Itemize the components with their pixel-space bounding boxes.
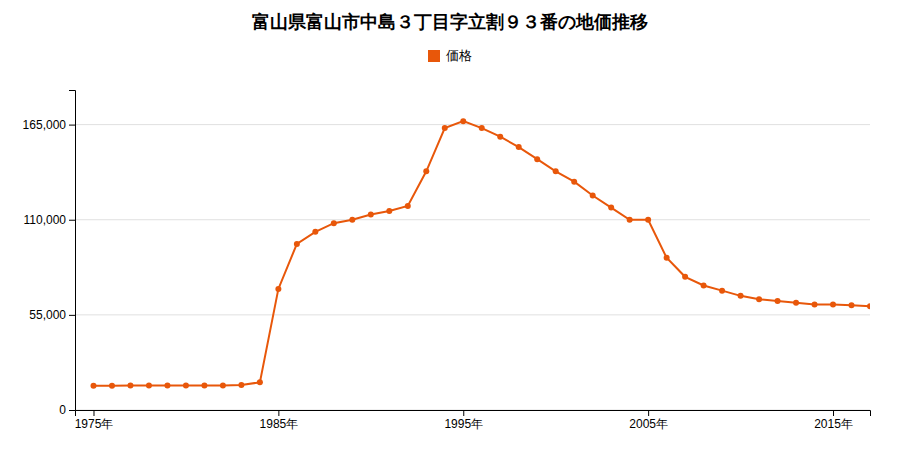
- marker: [127, 382, 133, 388]
- tick: 0: [59, 403, 75, 417]
- tick-label: 55,000: [29, 308, 66, 322]
- marker: [664, 255, 670, 261]
- marker: [349, 217, 355, 223]
- tick-label: 165,000: [23, 118, 67, 132]
- marker: [312, 229, 318, 235]
- axis-line: [69, 91, 76, 411]
- marker: [368, 212, 374, 218]
- tick-mark: [69, 125, 75, 126]
- marker: [756, 296, 762, 302]
- axis-line: [76, 411, 871, 417]
- tick: 1975年: [75, 410, 114, 431]
- data: [90, 118, 870, 389]
- marker: [164, 382, 170, 388]
- marker: [220, 382, 226, 388]
- marker: [849, 302, 855, 308]
- tick: 1985年: [260, 410, 299, 431]
- legend-item: 価格: [428, 48, 472, 63]
- marker: [257, 379, 263, 385]
- tick-mark: [69, 220, 75, 221]
- tick-label: 2005年: [629, 417, 668, 431]
- marker: [738, 293, 744, 299]
- marker: [516, 144, 522, 150]
- title: 富山県富山市中島３丁目字立割９３番の地価推移: [252, 11, 648, 32]
- tick-mark: [69, 315, 75, 316]
- marker: [442, 125, 448, 131]
- tick-mark: [648, 410, 649, 416]
- tick-mark: [463, 410, 464, 416]
- marker: [331, 220, 337, 226]
- tick: 55,000: [29, 308, 75, 322]
- marker: [294, 241, 300, 247]
- tick-label: 1975年: [75, 417, 114, 431]
- marker: [386, 208, 392, 214]
- tick-mark: [278, 410, 279, 416]
- tick: 1995年: [444, 410, 483, 431]
- tick-mark: [93, 410, 94, 416]
- marker: [460, 118, 466, 124]
- tick: 165,000: [23, 118, 75, 132]
- legend-label: 価格: [446, 48, 472, 63]
- legend: 価格: [428, 48, 472, 63]
- marker: [497, 134, 503, 140]
- marker: [238, 382, 244, 388]
- marker: [405, 203, 411, 209]
- x-axis: 1975年 1985年 1995年 2005年 2015年: [75, 410, 871, 431]
- marker: [793, 300, 799, 306]
- marker: [90, 383, 96, 389]
- tick-label: 1985年: [260, 417, 299, 431]
- marker: [571, 179, 577, 185]
- tick: 2005年: [629, 410, 668, 431]
- marker: [701, 282, 707, 288]
- marker: [479, 125, 485, 131]
- marker: [608, 205, 614, 211]
- marker: [645, 217, 651, 223]
- marker: [423, 168, 429, 174]
- tick: 2015年: [814, 410, 853, 431]
- chart: 富山県富山市中島３丁目字立割９３番の地価推移 1975年 1985年 1995年 200…: [0, 0, 900, 450]
- marker: [775, 298, 781, 304]
- grid: [75, 125, 870, 410]
- tick-label: 2015年: [814, 417, 853, 431]
- tick-mark: [69, 410, 75, 411]
- marker: [553, 168, 559, 174]
- marker: [867, 303, 870, 309]
- marker: [812, 301, 818, 307]
- grid-line: [75, 314, 870, 315]
- marker: [109, 383, 115, 389]
- tick-mark: [833, 410, 834, 416]
- marker: [719, 288, 725, 294]
- tick-label: 1995年: [444, 417, 483, 431]
- y-axis: 0 55,000 110,000 165,000: [23, 91, 76, 418]
- marker: [146, 382, 152, 388]
- plot: 1975年 1985年 1995年 2005年 2015年 0 55,000 110,000 1…: [23, 91, 873, 431]
- marker: [590, 193, 596, 199]
- grid-line: [75, 219, 870, 220]
- tick-label: 110,000: [24, 213, 67, 227]
- tick-label: 0: [59, 403, 66, 417]
- marker: [830, 301, 836, 307]
- marker: [534, 156, 540, 162]
- marker: [201, 382, 207, 388]
- marker: [627, 217, 633, 223]
- marker: [682, 274, 688, 280]
- marker: [275, 286, 281, 292]
- legend-swatch: [428, 50, 440, 62]
- tick: 110,000: [24, 213, 76, 227]
- line: [93, 121, 870, 386]
- marker: [183, 382, 189, 388]
